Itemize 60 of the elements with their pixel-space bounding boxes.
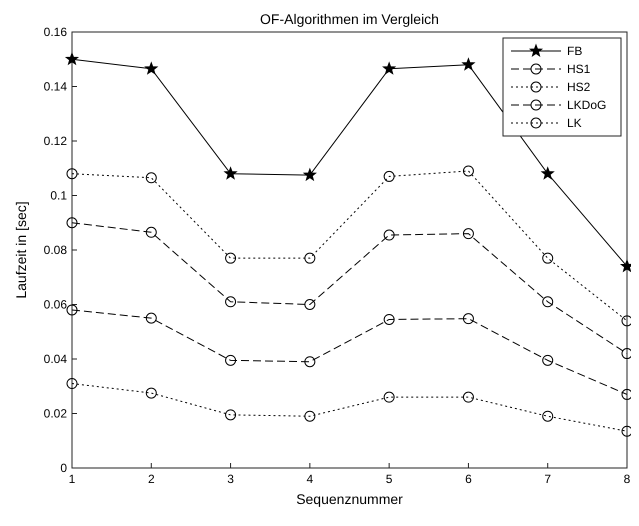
- y-tick-label: 0.14: [44, 80, 68, 94]
- x-tick-label: 1: [68, 472, 76, 486]
- y-tick-label: 0.06: [44, 298, 68, 312]
- point: [66, 168, 78, 180]
- point: [304, 356, 316, 368]
- x-tick-label: 3: [227, 472, 234, 486]
- point: [225, 296, 236, 308]
- y-tick-label: 0.12: [44, 134, 68, 148]
- y-tick-label: 0.08: [44, 243, 68, 257]
- point: [542, 296, 554, 308]
- x-tick-label: 4: [306, 472, 314, 486]
- point: [462, 313, 474, 324]
- point: [225, 354, 236, 366]
- point: [66, 52, 78, 65]
- y-tick-label: 0.16: [44, 25, 68, 39]
- point: [382, 62, 396, 74]
- point: [66, 217, 78, 228]
- y-tick-label: 0.1: [50, 188, 68, 202]
- legend-label: HS1: [567, 62, 591, 76]
- point: [146, 226, 157, 238]
- legend-label: HS2: [567, 80, 591, 94]
- x-tick-label: 8: [624, 472, 631, 486]
- point: [146, 312, 157, 324]
- point: [146, 172, 157, 184]
- point: [304, 410, 316, 422]
- point: [542, 252, 554, 264]
- point: [384, 230, 395, 241]
- point: [384, 170, 395, 182]
- point: [145, 62, 158, 74]
- x-tick-label: 7: [544, 472, 552, 486]
- x-tick-label: 2: [148, 472, 155, 486]
- x-axis-title: Sequenznummer: [296, 491, 404, 507]
- point: [66, 378, 78, 390]
- legend-label: LKDoG: [567, 98, 606, 112]
- point: [304, 168, 316, 180]
- point: [384, 392, 395, 403]
- point: [304, 299, 316, 310]
- y-tick-label: 0: [60, 461, 68, 475]
- x-tick-label: 5: [386, 472, 393, 486]
- y-tick-label: 0.02: [44, 406, 68, 420]
- point: [542, 410, 554, 422]
- point: [542, 167, 554, 180]
- point: [225, 252, 236, 264]
- point: [146, 388, 157, 399]
- chart-title: OF-Algorithmen im Vergleich: [260, 11, 439, 27]
- point: [66, 304, 78, 316]
- legend-label: LK: [567, 116, 582, 130]
- point: [225, 409, 236, 420]
- legend-label: FB: [567, 44, 582, 58]
- point: [542, 354, 554, 366]
- y-tick-label: 0.04: [44, 352, 68, 366]
- point: [462, 165, 474, 176]
- point: [304, 252, 316, 264]
- x-tick-label: 6: [465, 472, 472, 486]
- point: [462, 58, 475, 70]
- y-axis-title: Laufzeit in [sec]: [13, 201, 29, 299]
- point: [384, 314, 395, 325]
- point: [462, 228, 474, 240]
- point: [224, 167, 237, 180]
- point: [462, 392, 474, 403]
